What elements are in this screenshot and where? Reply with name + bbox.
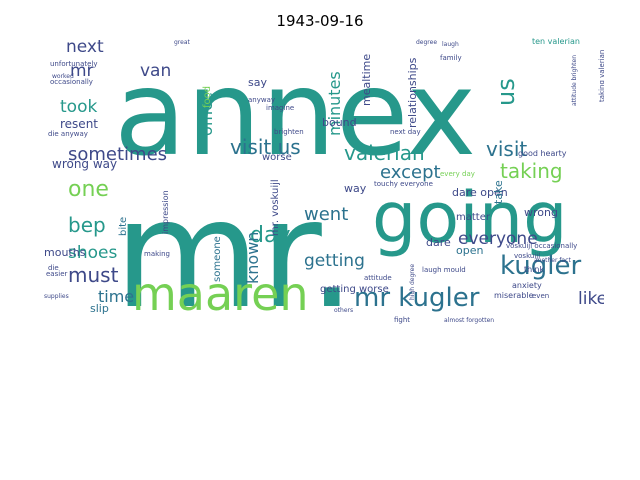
cloud-word: took: [60, 97, 97, 117]
cloud-word: another fact: [534, 257, 571, 264]
cloud-word: office: [197, 92, 216, 136]
cloud-word: voskuijl occasionally: [506, 242, 577, 250]
cloud-word: mr.: [114, 168, 356, 326]
cloud-word: anxiety: [512, 281, 542, 290]
cloud-word: known: [243, 232, 262, 284]
cloud-word: relationships: [406, 57, 419, 128]
cloud-word: shoes: [68, 243, 117, 263]
cloud-word: getting: [304, 251, 365, 271]
cloud-word: kugler: [500, 251, 581, 281]
cloud-word: worse: [262, 152, 292, 163]
cloud-word: mouths: [44, 246, 86, 259]
cloud-word: laugh mould: [422, 266, 466, 274]
cloud-word: great: [174, 39, 191, 46]
cloud-word: high degree: [409, 264, 416, 300]
cloud-word: think: [524, 265, 545, 274]
cloud-word: went: [304, 204, 348, 225]
cloud-word: die: [48, 264, 59, 272]
cloud-word: must: [68, 263, 119, 287]
cloud-word: visit us: [230, 135, 301, 159]
cloud-word: say: [248, 76, 267, 89]
cloud-word: matter: [456, 212, 491, 223]
cloud-word: laugh: [442, 41, 459, 48]
cloud-word: ten valerian: [532, 37, 580, 46]
cloud-word: attitude brighten: [571, 55, 578, 106]
cloud-word: touchy everyone: [374, 180, 433, 188]
cloud-word: every day: [440, 170, 475, 178]
cloud-word: time: [98, 287, 134, 306]
cloud-word: almost forgotten: [444, 317, 494, 324]
cloud-word: dare open: [452, 186, 508, 199]
cloud-word: slip: [90, 302, 109, 315]
cloud-word: miserable: [494, 291, 534, 300]
cloud-word: die anyway: [48, 130, 88, 138]
cloud-word: day: [250, 223, 290, 248]
cloud-word: fight: [394, 316, 410, 324]
cloud-word: one: [68, 177, 109, 202]
cloud-word: everyone: [458, 229, 538, 249]
cloud-word: wrong way: [52, 157, 117, 171]
cloud-word: others: [334, 307, 353, 314]
cloud-word: wrong: [524, 206, 558, 219]
cloud-word: food: [202, 86, 213, 108]
cloud-word: bite: [118, 217, 129, 236]
cloud-word: way: [344, 182, 367, 195]
cloud-word: family: [440, 54, 462, 62]
cloud-word: brighten: [274, 128, 304, 136]
cloud-word: impression: [161, 190, 170, 234]
cloud-word: imagine: [266, 104, 294, 112]
cloud-word: occasionally: [50, 78, 93, 86]
cloud-word: dare: [426, 236, 451, 249]
cloud-word: bound: [322, 116, 357, 129]
cloud-word: minutes: [325, 71, 344, 136]
cloud-word: maaren: [132, 267, 309, 321]
cloud-word: van: [140, 61, 171, 81]
cloud-word: unfortunately: [50, 60, 98, 68]
cloud-word: bep: [68, 213, 106, 237]
cloud-word: valerian: [344, 141, 425, 165]
cloud-word: take: [492, 180, 505, 204]
cloud-word: mr kugler: [354, 283, 480, 313]
cloud-word: next day: [390, 128, 421, 136]
cloud-word: getting worse: [320, 284, 389, 295]
cloud-word: taking: [500, 159, 563, 183]
cloud-word: next: [66, 37, 104, 57]
cloud-word: easier: [46, 270, 67, 278]
cloud-word: supplies: [44, 293, 69, 300]
cloud-word: anyway: [248, 96, 275, 104]
cloud-word: open: [456, 244, 483, 257]
cloud-word: mealtime: [360, 54, 373, 106]
cloud-word: making: [144, 250, 170, 258]
cloud-word: worked: [52, 73, 74, 80]
cloud-word: good hearty: [518, 149, 567, 158]
cloud-word: going: [372, 177, 568, 259]
cloud-word: like: [578, 289, 604, 309]
cloud-word: someone: [212, 236, 223, 282]
cloud-word: us: [492, 78, 520, 106]
cloud-word: annex: [114, 44, 476, 182]
cloud-word: taking valerian: [598, 50, 604, 102]
cloud-word: attitude: [364, 274, 392, 282]
cloud-word: voskuijl: [514, 252, 540, 260]
figure-title: 1943-09-16: [276, 12, 364, 30]
cloud-word: resent: [60, 117, 98, 131]
cloud-word: mr: [70, 61, 94, 81]
cloud-word: visit: [486, 137, 527, 161]
cloud-word: except: [380, 162, 441, 183]
cloud-word: mr. voskuijl: [270, 179, 281, 236]
cloud-word: degree: [416, 39, 437, 46]
cloud-word: sometimes: [68, 144, 167, 165]
cloud-word: even: [532, 292, 549, 300]
